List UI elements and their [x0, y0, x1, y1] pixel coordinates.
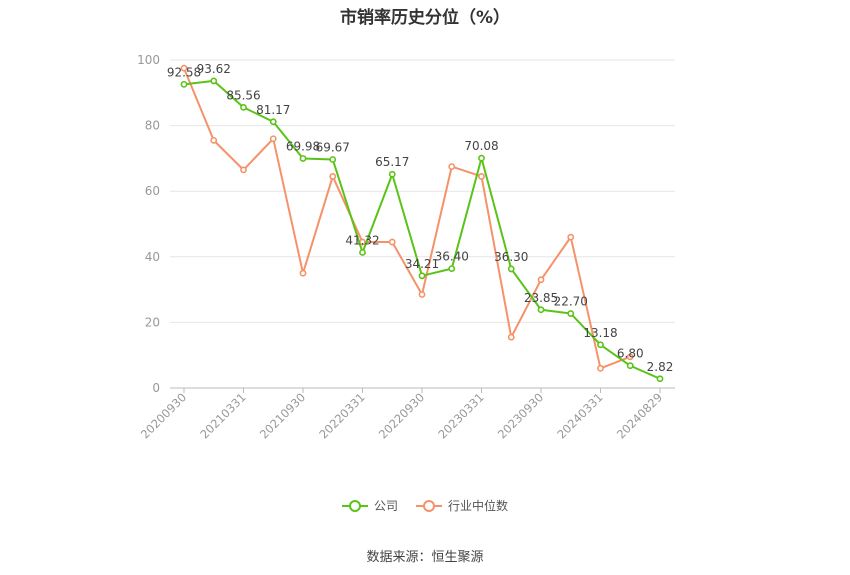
data-point-company [507, 265, 515, 273]
data-label: 41.32 [345, 233, 379, 247]
data-label: 65.17 [375, 155, 409, 169]
data-label: 81.17 [256, 103, 290, 117]
data-point-company [180, 80, 188, 88]
y-tick-label: 80 [145, 119, 160, 133]
data-point-industry-median [329, 173, 337, 180]
data-point-industry-median [388, 238, 396, 246]
data-point-company [269, 118, 277, 126]
x-tick-label: 20220331 [316, 390, 367, 441]
data-point-industry-median [507, 333, 515, 341]
data-label: 69.98 [286, 139, 320, 153]
data-point-company [597, 341, 604, 349]
data-point-industry-median [626, 353, 634, 361]
data-point-industry-median [299, 269, 307, 277]
series-line-industry-median [183, 67, 631, 370]
data-point-industry-median [478, 173, 485, 180]
data-point-company [418, 272, 426, 280]
legend-swatch-industry-median [416, 499, 442, 513]
legend-label-industry-median: 行业中位数 [448, 499, 509, 513]
data-label: 36.40 [435, 250, 469, 264]
data-point-company [448, 265, 456, 273]
data-label: 23.85 [524, 291, 558, 305]
x-tick-label: 20210331 [197, 390, 248, 441]
y-tick-label: 40 [145, 250, 160, 264]
data-label: 69.67 [316, 140, 350, 154]
data-label: 85.56 [226, 88, 260, 102]
x-tick-label: 20230930 [495, 390, 546, 441]
data-point-industry-median [269, 135, 277, 143]
data-point-company [359, 249, 366, 256]
data-point-industry-median [537, 276, 545, 284]
data-point-company [626, 362, 634, 370]
data-point-industry-median [597, 364, 604, 372]
x-tick-label: 20240331 [554, 390, 605, 441]
data-point-company [329, 156, 337, 163]
x-tick-label: 20200930 [138, 390, 189, 441]
data-point-company [567, 310, 575, 317]
y-tick-label: 100 [137, 53, 160, 67]
data-point-company [537, 306, 545, 314]
x-tick-label: 20210930 [257, 390, 308, 441]
chart-title: 市销率历史分位（%） [339, 8, 511, 28]
legend-label-company: 公司 [373, 499, 398, 513]
x-tick-label: 20230331 [435, 390, 486, 441]
x-tick-label: 20220930 [376, 390, 427, 441]
legend-swatch-company [341, 499, 368, 513]
y-tick-label: 0 [152, 381, 160, 395]
data-point-company [299, 155, 307, 162]
data-point-company [656, 375, 664, 383]
data-point-company [478, 154, 485, 162]
data-label: 22.70 [554, 295, 588, 309]
data-label: 93.62 [197, 62, 231, 76]
data-point-industry-median [180, 64, 188, 72]
data-point-industry-median [210, 136, 218, 144]
y-tick-label: 20 [145, 315, 160, 329]
data-point-company [240, 103, 247, 111]
data-label: 2.82 [647, 360, 674, 374]
data-point-company [210, 77, 218, 85]
legend-item-industry-median[interactable]: 行业中位数 [416, 497, 508, 514]
data-label: 92.58 [167, 65, 201, 79]
data-point-industry-median [567, 233, 575, 241]
data-label: 36.30 [494, 250, 528, 264]
data-label: 6.80 [617, 347, 644, 361]
legend: 公司 行业中位数 [0, 497, 850, 514]
data-label: 70.08 [464, 139, 498, 153]
x-tick-label: 20240829 [614, 390, 665, 441]
data-point-industry-median [448, 163, 456, 170]
data-point-industry-median [240, 166, 247, 174]
data-point-company [388, 170, 396, 178]
data-source: 数据来源：恒生聚源 [366, 550, 484, 565]
data-label: 34.21 [405, 257, 439, 271]
y-tick-label: 60 [145, 184, 160, 198]
data-label: 13.18 [583, 326, 617, 340]
legend-item-company[interactable]: 公司 [341, 497, 398, 514]
data-point-industry-median [418, 291, 426, 298]
